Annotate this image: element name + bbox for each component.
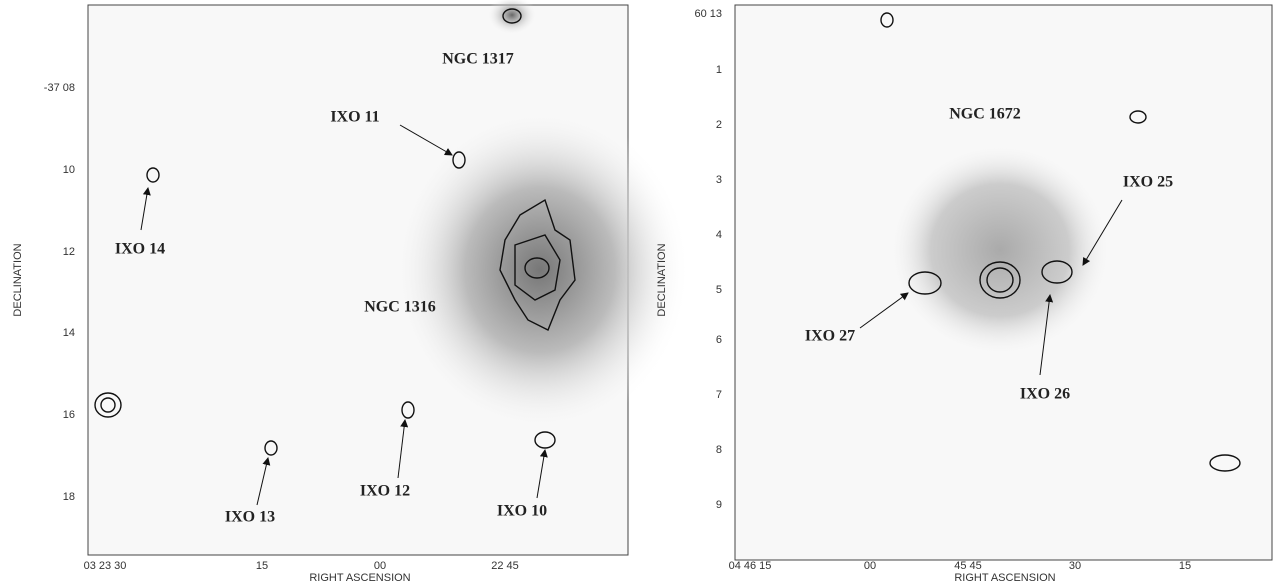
y-tick-label: 6 <box>716 334 722 346</box>
contour <box>100 397 116 413</box>
y-tick-label: -37 08 <box>44 82 75 94</box>
contour <box>264 440 278 456</box>
arrow <box>1039 294 1054 376</box>
contour <box>908 271 942 295</box>
source-label: IXO 11 <box>330 109 379 126</box>
x-tick-label: 04 46 15 <box>729 560 772 572</box>
source-label: NGC 1672 <box>949 106 1021 123</box>
y-tick-label: 14 <box>63 327 75 339</box>
y-axis-label: DECLINATION <box>656 243 668 316</box>
galaxy <box>390 105 690 435</box>
y-tick-label: 18 <box>63 491 75 503</box>
x-tick-label: 45 45 <box>954 560 982 572</box>
source-label: IXO 13 <box>225 509 275 526</box>
source-label: IXO 25 <box>1123 174 1173 191</box>
contour <box>1041 260 1073 284</box>
y-tick-label: 2 <box>716 119 722 131</box>
contour <box>1209 454 1241 472</box>
x-tick-label: 00 <box>374 560 386 572</box>
galaxy <box>487 0 537 35</box>
arrow <box>1082 199 1123 266</box>
source-label: IXO 26 <box>1020 386 1070 403</box>
y-axis-label: DECLINATION <box>12 243 24 316</box>
contour <box>534 431 556 449</box>
y-tick-label: 8 <box>716 444 722 456</box>
x-tick-label: 00 <box>864 560 876 572</box>
y-tick-label: 4 <box>716 229 722 241</box>
contour <box>514 234 561 301</box>
source-label: IXO 12 <box>360 483 410 500</box>
y-tick-label: 3 <box>716 174 722 186</box>
contour <box>146 167 160 183</box>
contour <box>1129 110 1147 124</box>
x-tick-label: 15 <box>1179 560 1191 572</box>
contour <box>986 267 1014 293</box>
y-tick-label: 12 <box>63 246 75 258</box>
contour <box>502 8 522 24</box>
source-label: NGC 1316 <box>364 299 436 316</box>
arrow <box>397 419 409 479</box>
y-tick-label: 16 <box>63 409 75 421</box>
x-tick-label: 03 23 30 <box>84 560 127 572</box>
contour <box>524 257 550 279</box>
contour <box>401 401 415 419</box>
source-label: IXO 10 <box>497 503 547 520</box>
contour <box>880 12 894 28</box>
source-label: NGC 1317 <box>442 51 514 68</box>
arrow <box>859 292 909 329</box>
contour <box>979 261 1021 299</box>
arrow <box>140 187 151 231</box>
x-axis-label: RIGHT ASCENSION <box>309 572 410 584</box>
x-tick-label: 15 <box>256 560 268 572</box>
x-tick-label: 30 <box>1069 560 1081 572</box>
arrow <box>536 449 548 499</box>
left-panel <box>87 0 690 556</box>
arrow <box>256 457 271 506</box>
source-label: IXO 27 <box>805 328 855 345</box>
contour <box>499 198 576 331</box>
galaxy <box>885 140 1115 360</box>
y-tick-label: 9 <box>716 499 722 511</box>
arrow <box>399 124 453 156</box>
contour <box>94 392 122 418</box>
y-tick-label: 7 <box>716 389 722 401</box>
y-tick-label: 60 13 <box>694 8 722 20</box>
x-tick-label: 22 45 <box>491 560 519 572</box>
y-tick-label: 1 <box>716 64 722 76</box>
contour <box>452 151 466 169</box>
y-tick-label: 10 <box>63 164 75 176</box>
x-axis-label: RIGHT ASCENSION <box>954 572 1055 584</box>
right-panel <box>734 4 1273 561</box>
y-tick-label: 5 <box>716 284 722 296</box>
source-label: IXO 14 <box>115 241 165 258</box>
